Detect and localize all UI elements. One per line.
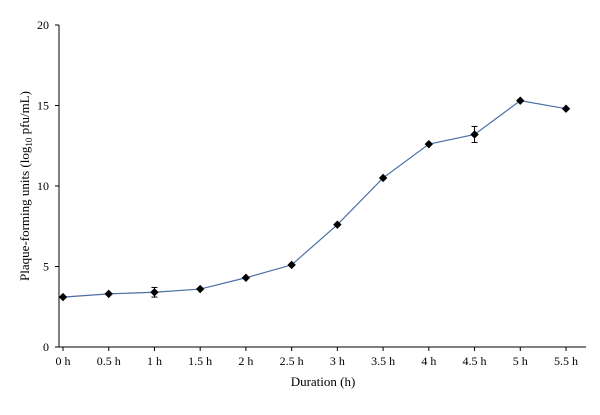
x-tick-label: 0.5 h xyxy=(97,354,121,368)
data-point-marker xyxy=(195,284,205,294)
data-point-marker xyxy=(58,292,68,302)
x-tick-label: 5.5 h xyxy=(554,354,578,368)
y-axis-title-subscript: 10 xyxy=(24,137,34,147)
y-tick-label: 0 xyxy=(43,340,49,354)
y-tick-label: 5 xyxy=(43,260,49,274)
x-tick-label: 2.5 h xyxy=(280,354,304,368)
x-tick-label: 3 h xyxy=(330,354,345,368)
data-point-marker xyxy=(333,220,342,229)
data-point-marker xyxy=(241,273,251,282)
series-line xyxy=(62,100,567,298)
x-tick-label: 4.5 h xyxy=(463,354,487,368)
x-axis-title: Duration (h) xyxy=(291,374,356,389)
y-axis-title: Plaque-forming units (log10 pfu/mL) xyxy=(17,91,34,281)
x-tick-label: 1.5 h xyxy=(188,354,212,368)
data-point-marker xyxy=(287,260,296,270)
y-axis-title-suffix: pfu/mL) xyxy=(17,91,32,138)
y-tick-label: 15 xyxy=(37,99,49,113)
x-tick-label: 4 h xyxy=(421,354,436,368)
data-point-marker xyxy=(150,288,159,297)
data-point-marker xyxy=(424,139,434,149)
x-tick-labels: 0 h 0.5 h 1 h 1.5 h 2 h 2.5 h 3 h 3.5 h 4 h 4.5 h… xyxy=(56,354,579,368)
data-point-marker xyxy=(378,173,388,183)
data-point-marker xyxy=(516,96,525,105)
data-point-marker xyxy=(470,130,479,139)
y-tick-labels: 0 5 10 15 20 xyxy=(37,18,49,354)
series xyxy=(58,96,571,302)
y-tick-label: 10 xyxy=(37,179,49,193)
tick-marks xyxy=(55,24,567,351)
y-tick-label: 20 xyxy=(37,18,49,32)
x-tick-label: 2 h xyxy=(238,354,253,368)
x-tick-label: 3.5 h xyxy=(371,354,395,368)
data-point-marker xyxy=(561,104,571,113)
data-point-marker xyxy=(104,289,113,299)
axes xyxy=(58,25,586,348)
y-axis-title-prefix: Plaque-forming units (log xyxy=(17,146,32,281)
x-tick-label: 1 h xyxy=(147,354,162,368)
x-tick-label: 0 h xyxy=(56,354,71,368)
x-tick-label: 5 h xyxy=(513,354,528,368)
